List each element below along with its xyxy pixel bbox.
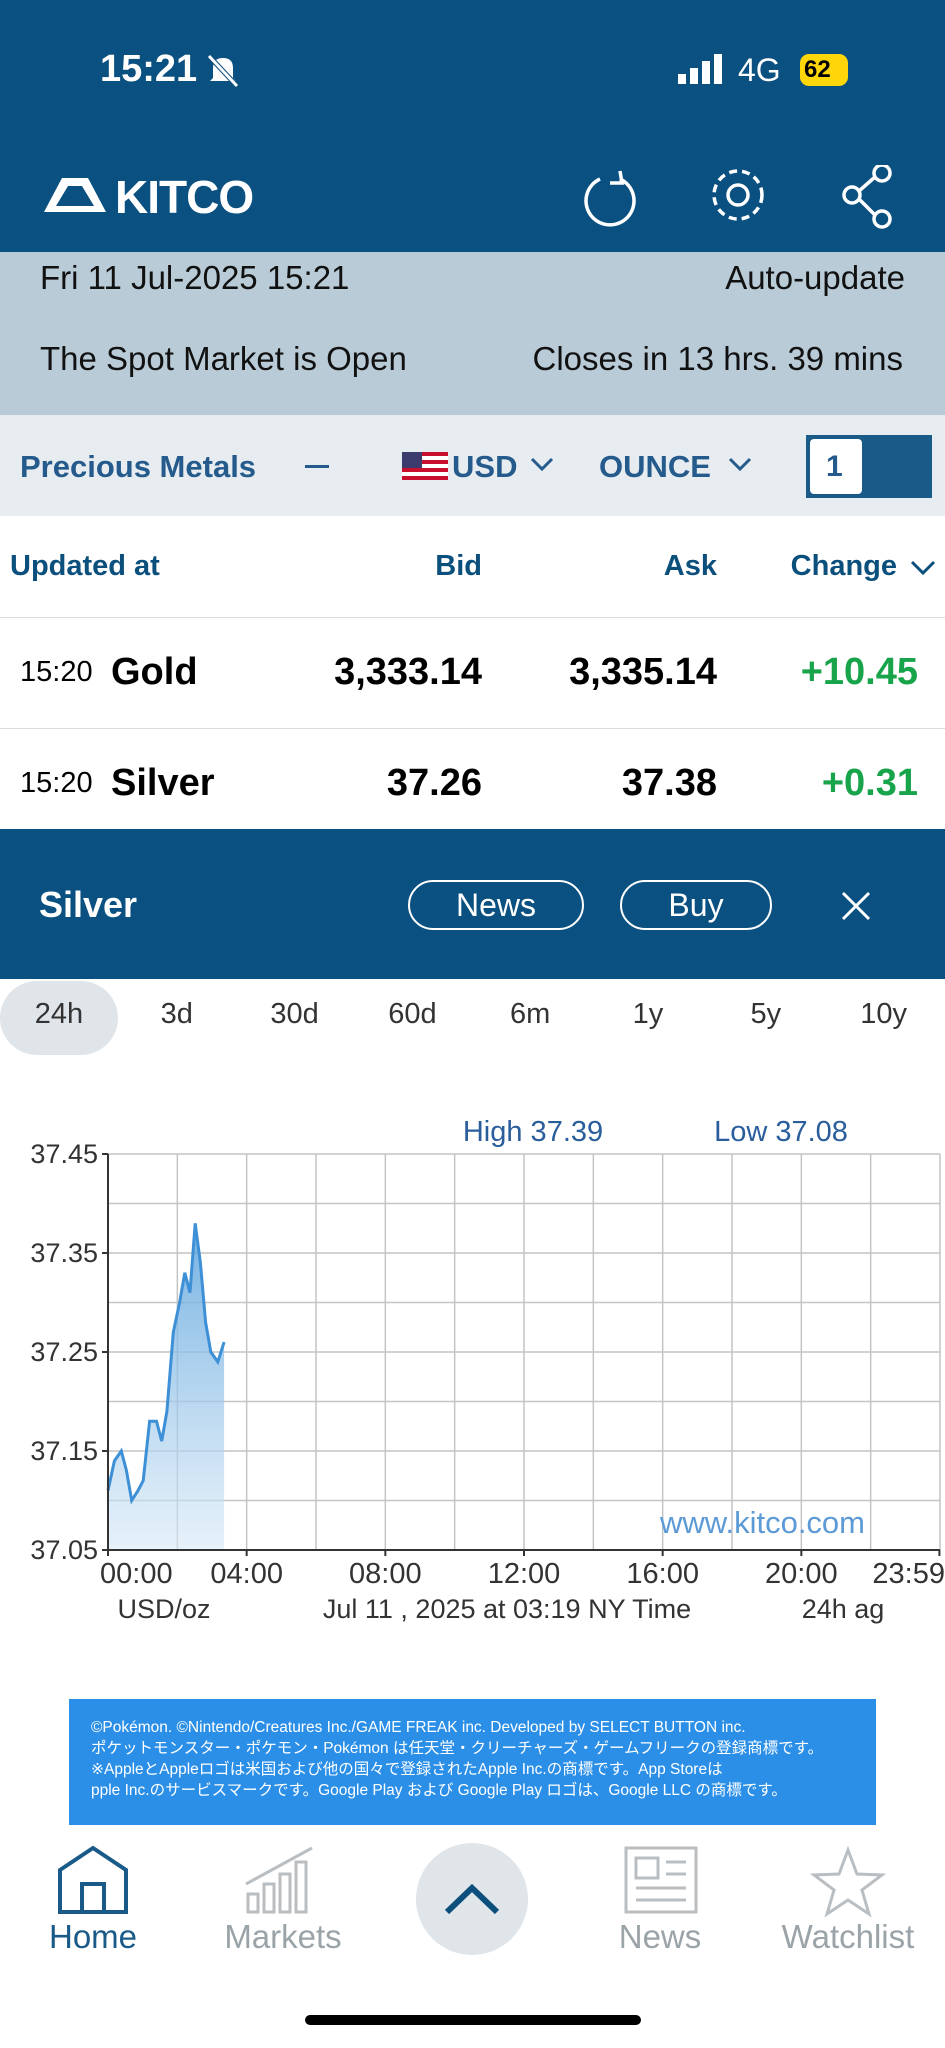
chevrons: [530, 457, 752, 472]
ad-banner[interactable]: ©Pokémon. ©Nintendo/Creatures Inc./GAME …: [69, 1699, 876, 1825]
x-tick-label: 23:59: [872, 1558, 945, 1590]
metal-name[interactable]: Silver: [111, 762, 215, 804]
market-closes: Closes in 13 hrs. 39 mins: [532, 340, 904, 377]
close-button[interactable]: [840, 890, 872, 922]
range-tab[interactable]: 1y: [632, 998, 664, 1030]
high-label: High 37.39: [463, 1116, 603, 1148]
range-tab[interactable]: 3d: [160, 998, 193, 1030]
network: 4G: [738, 52, 781, 88]
range-tab[interactable]: 24h: [34, 998, 84, 1030]
toolbar-bg: [0, 415, 945, 516]
y-tick-label: 37.05: [30, 1535, 98, 1565]
home-indicator: [305, 2015, 641, 2025]
y-tick-label: 37.35: [30, 1238, 98, 1268]
range-tab[interactable]: 6m: [510, 998, 551, 1030]
market-status: The Spot Market is Open: [40, 340, 407, 377]
range-selected-bg: [0, 981, 118, 1055]
x-tick-label: 20:00: [765, 1558, 838, 1590]
price-line: [106, 1223, 226, 1505]
y-tick-label: 37.15: [30, 1436, 98, 1466]
row-time: 15:20: [20, 656, 93, 688]
x-tick-label: 04:00: [210, 1558, 283, 1590]
category[interactable]: Precious Metals: [20, 449, 257, 484]
ad-line: ポケットモンスター・ポケモン・Pokémon は任天堂・クリーチャーズ・ゲームフ…: [91, 1740, 824, 1757]
detail-bg: [0, 829, 945, 979]
ad-line: ©Pokémon. ©Nintendo/Creatures Inc./GAME …: [91, 1719, 746, 1736]
info-bg: [0, 252, 945, 415]
timestamp: Jul 11 , 2025 at 03:19 NY Time: [323, 1594, 691, 1624]
header-icons[interactable]: [580, 165, 920, 229]
nav-news[interactable]: News: [618, 1918, 702, 1955]
col-header: Bid: [435, 550, 482, 582]
mute-icon: [207, 54, 239, 88]
date: Fri 11 Jul-2025 15:21: [40, 259, 350, 296]
col-header: Ask: [663, 550, 717, 582]
signal-icon: [678, 54, 722, 84]
x-tick-label: 08:00: [349, 1558, 422, 1590]
news-button[interactable]: News: [408, 880, 584, 930]
bid: 3,333.14: [334, 651, 482, 693]
bid: 37.26: [386, 762, 482, 804]
x-tick-label: 16:00: [626, 1558, 699, 1590]
logo-mark: [44, 178, 106, 212]
logo: KITCO: [115, 171, 254, 223]
range-tab[interactable]: 60d: [388, 998, 437, 1030]
flag-us: [402, 452, 448, 480]
header-bg: [0, 0, 945, 252]
ad-line: ※AppleとAppleロゴは米国および他の国々で登録されたApple Inc.…: [91, 1761, 723, 1778]
quantity[interactable]: 1: [810, 439, 862, 494]
period-label: 24h ag: [802, 1594, 885, 1624]
divider: [0, 728, 945, 729]
row-time: 15:20: [20, 767, 93, 799]
ask: 3,335.14: [569, 651, 717, 693]
nav-icons: [58, 1843, 887, 1955]
watermark: www.kitco.com: [659, 1505, 865, 1540]
x-tick-label: 00:00: [100, 1558, 173, 1590]
price-area: [108, 1223, 225, 1550]
nav-markets[interactable]: Markets: [224, 1918, 342, 1955]
y-tick-label: 37.25: [30, 1337, 98, 1367]
change: +0.31: [821, 762, 918, 804]
price-chart: 37.05 37.15 37.25 37.35 37.45 00:00 04:00 08:00…: [30, 1116, 945, 1624]
y-tick-label: 37.45: [30, 1139, 98, 1169]
metal-name[interactable]: Gold: [111, 651, 198, 693]
detail-title: Silver: [39, 884, 138, 925]
range-tab[interactable]: 10y: [860, 998, 907, 1030]
range-tab[interactable]: 30d: [270, 998, 319, 1030]
chevron: [910, 560, 936, 576]
unit[interactable]: OUNCE: [599, 449, 711, 484]
nav-home[interactable]: Home: [48, 1918, 138, 1955]
col-header[interactable]: Change: [790, 550, 897, 582]
range-tab[interactable]: 5y: [750, 998, 782, 1030]
col-header: Updated at: [10, 550, 160, 582]
collapse-dash[interactable]: [305, 465, 329, 468]
currency[interactable]: USD: [452, 449, 518, 484]
buy-button[interactable]: Buy: [620, 880, 772, 930]
unit-label: USD/oz: [117, 1594, 210, 1624]
divider: [0, 617, 945, 618]
low-label: Low 37.08: [714, 1116, 848, 1148]
x-tick-label: 12:00: [488, 1558, 561, 1590]
status-time: 15:21: [100, 48, 198, 90]
battery: 62: [800, 54, 848, 86]
ad-line: pple Inc.のサービスマークです。Google Play および Goog…: [91, 1782, 787, 1799]
ask: 37.38: [621, 762, 717, 804]
nav-watchlist[interactable]: Watchlist: [781, 1918, 915, 1955]
change: +10.45: [800, 651, 918, 693]
auto-update[interactable]: Auto-update: [725, 259, 905, 296]
